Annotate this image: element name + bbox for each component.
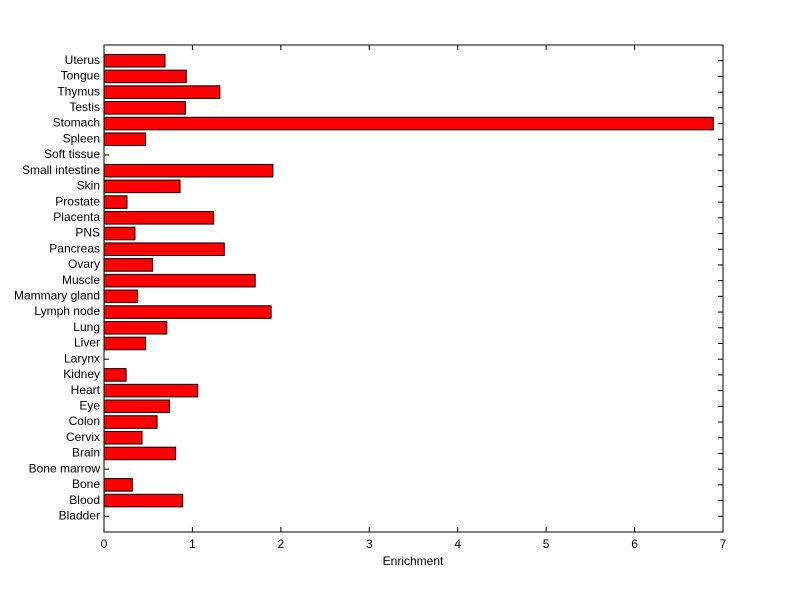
y-tick-label: Small intestine bbox=[22, 163, 100, 177]
y-tick-label: Lung bbox=[73, 320, 100, 334]
bar bbox=[103, 226, 136, 241]
y-tick-label: Ovary bbox=[68, 257, 100, 271]
y-tick-label: Placenta bbox=[53, 210, 100, 224]
y-tick-label: Bladder bbox=[59, 508, 100, 522]
x-tick-label: 3 bbox=[366, 537, 373, 551]
bar bbox=[103, 132, 147, 147]
bar bbox=[103, 116, 714, 131]
y-tick-label: Blood bbox=[69, 493, 100, 507]
y-tick-label: Kidney bbox=[63, 367, 100, 381]
bar bbox=[103, 101, 186, 115]
bar bbox=[103, 336, 147, 351]
bar bbox=[103, 242, 225, 257]
y-tick-label: Stomach bbox=[53, 116, 100, 130]
bar bbox=[103, 258, 154, 272]
y-tick-label: Mammary gland bbox=[14, 289, 100, 303]
bar bbox=[103, 493, 184, 508]
x-tick-label: 7 bbox=[720, 537, 727, 551]
y-tick-label: Cervix bbox=[66, 430, 100, 444]
y-tick-label: Prostate bbox=[55, 194, 100, 208]
y-tick-label: Colon bbox=[69, 414, 100, 428]
bar bbox=[103, 273, 256, 288]
bar bbox=[103, 195, 128, 209]
bar bbox=[103, 446, 177, 461]
x-tick-label: 6 bbox=[631, 537, 638, 551]
x-tick-label: 5 bbox=[543, 537, 550, 551]
bar bbox=[103, 53, 166, 68]
y-tick-label: Soft tissue bbox=[44, 147, 100, 161]
y-tick-label: Pancreas bbox=[49, 241, 100, 255]
bar bbox=[103, 368, 127, 382]
y-tick-label: Eye bbox=[79, 398, 100, 412]
x-axis-label: Enrichment bbox=[383, 554, 444, 568]
bar bbox=[103, 415, 158, 429]
bar bbox=[103, 289, 139, 304]
bar bbox=[103, 430, 143, 445]
y-tick-label: Uterus bbox=[65, 53, 100, 67]
bar bbox=[103, 179, 181, 194]
x-tick-label: 1 bbox=[189, 537, 196, 551]
x-tick-label: 0 bbox=[101, 537, 108, 551]
bar bbox=[103, 305, 272, 319]
bar bbox=[103, 399, 170, 414]
y-tick-label: PNS bbox=[75, 226, 100, 240]
y-tick-label: Testis bbox=[69, 100, 100, 114]
y-tick-label: Bone bbox=[72, 477, 100, 491]
x-tick-label: 4 bbox=[454, 537, 461, 551]
x-tick-label: 2 bbox=[278, 537, 285, 551]
y-tick-label: Spleen bbox=[63, 131, 100, 145]
y-tick-label: Skin bbox=[77, 179, 100, 193]
y-tick-label: Lymph node bbox=[34, 304, 100, 318]
y-tick-label: Liver bbox=[74, 336, 100, 350]
y-tick-label: Tongue bbox=[61, 69, 101, 83]
y-tick-label: Larynx bbox=[64, 351, 100, 365]
y-tick-label: Brain bbox=[72, 446, 100, 460]
bar bbox=[103, 478, 133, 492]
bar bbox=[103, 383, 199, 398]
bar bbox=[103, 85, 221, 99]
bar bbox=[103, 211, 215, 225]
y-tick-label: Muscle bbox=[62, 273, 100, 287]
bar bbox=[103, 320, 168, 335]
y-tick-label: Heart bbox=[71, 383, 101, 397]
bar bbox=[103, 163, 274, 178]
y-tick-label: Thymus bbox=[57, 84, 100, 98]
bar bbox=[103, 69, 187, 84]
y-tick-label: Bone marrow bbox=[29, 461, 101, 475]
